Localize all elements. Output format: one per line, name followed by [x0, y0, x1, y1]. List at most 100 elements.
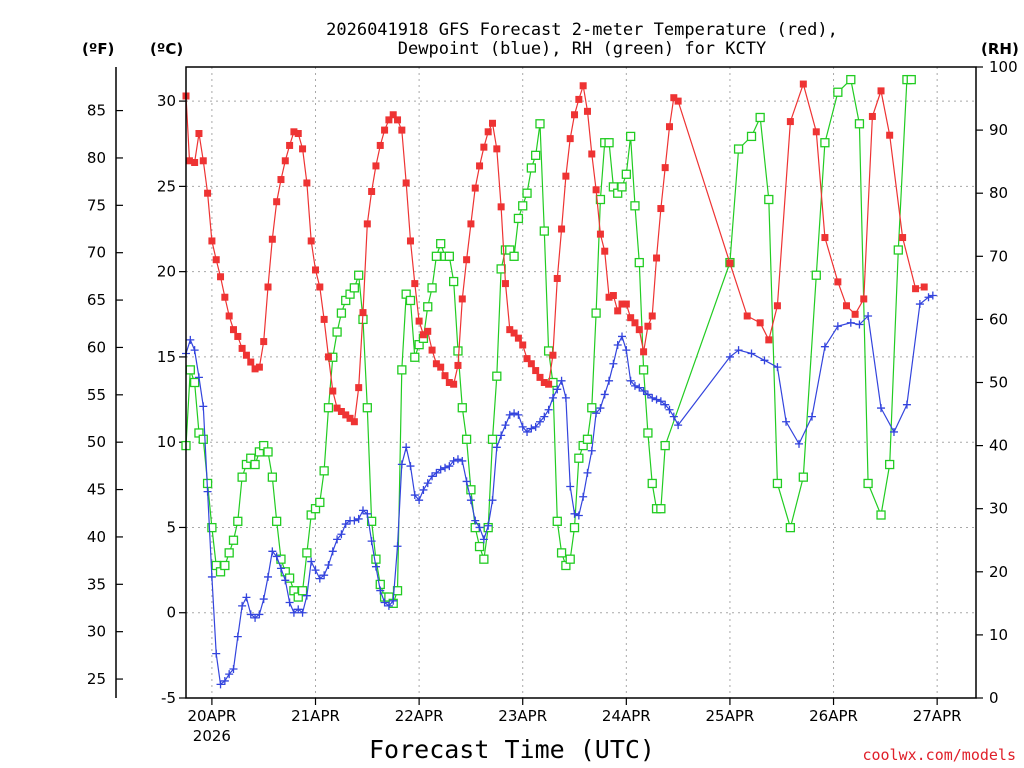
rh-point — [354, 270, 364, 280]
temperature-point — [540, 379, 548, 386]
x-tick-label: 25APR — [706, 707, 755, 725]
dewpoint-point — [272, 552, 281, 561]
temperature-point — [424, 327, 432, 335]
temperature-point — [273, 198, 281, 206]
temperature-point — [415, 317, 423, 325]
rh-point — [522, 188, 532, 198]
dewpoint-point — [462, 477, 471, 486]
dewpoint-point — [510, 409, 519, 418]
dewpoint-point — [397, 460, 406, 469]
temperature-point — [786, 118, 794, 126]
celsius-tick-label: 5 — [166, 518, 176, 536]
temperature-point — [454, 361, 462, 369]
x-axis-ticks: 20APR 2026 21APR 22APR 23APR 24APR 25APR 26APR 2… — [187, 698, 962, 745]
temperature-point — [299, 145, 307, 153]
temperature-point — [286, 141, 294, 149]
temperature-point — [545, 380, 553, 388]
dewpoint-point — [665, 405, 674, 414]
dewpoint-point — [423, 479, 432, 488]
temperature-point — [268, 235, 276, 243]
rh-point — [461, 434, 472, 444]
temperature-point — [303, 179, 311, 187]
dewpoint-point — [289, 608, 298, 617]
temperature-point — [437, 363, 445, 371]
temperature-point — [199, 157, 207, 165]
temperature-point — [842, 302, 850, 310]
rh-tick-label: 90 — [989, 121, 1008, 139]
rh-tick-label: 0 — [989, 689, 999, 707]
dewpoint-point — [501, 421, 510, 430]
temperature-point — [363, 220, 371, 228]
dewpoint-point — [600, 390, 609, 399]
rh-point — [518, 201, 528, 211]
dewpoint-point — [186, 335, 195, 344]
dewpoint-point — [298, 608, 307, 617]
rh-point — [574, 453, 584, 463]
rh-point — [272, 516, 282, 526]
dewpoint-point — [281, 576, 290, 585]
rh-point — [531, 150, 541, 160]
rh-point — [772, 478, 783, 489]
dewpoint-point — [544, 405, 553, 414]
dewpoint-point — [233, 632, 242, 641]
dewpoint-point — [574, 511, 583, 520]
rh-point — [811, 270, 821, 280]
dewpoint-point — [492, 443, 501, 452]
temperature-point — [912, 285, 920, 293]
temperature-point — [497, 203, 505, 211]
temperature-point — [812, 128, 820, 136]
temperature-point — [571, 111, 579, 119]
dewpoint-point — [320, 571, 329, 580]
temperature-point — [493, 145, 501, 153]
dewpoint-point — [238, 601, 247, 610]
rh-point — [785, 522, 796, 533]
rh-point — [410, 352, 420, 362]
temperature-point — [467, 220, 475, 228]
dewpoint-point — [639, 387, 648, 396]
rh-point — [591, 308, 601, 318]
temperature-point — [432, 360, 440, 368]
rh-point — [220, 560, 230, 571]
dewpoint-point — [630, 381, 639, 390]
dewpoint-point — [384, 601, 393, 610]
temperature-point — [549, 351, 557, 359]
series-layer — [181, 74, 937, 689]
rh-point — [228, 535, 239, 545]
rh-tick-label: 70 — [989, 247, 1008, 265]
dewpoint-point — [199, 402, 208, 411]
dewpoint-point — [518, 422, 527, 431]
dewpoint-point — [557, 376, 566, 385]
rh-point — [617, 182, 627, 192]
dewpoint-point — [592, 409, 601, 418]
dewpoint-point — [807, 412, 816, 421]
dewpoint-point — [190, 346, 199, 355]
x-tick-label: 24APR — [602, 707, 651, 725]
dewpoint-series — [182, 291, 937, 689]
rh-point — [397, 365, 407, 375]
dewpoint-point — [505, 410, 514, 419]
temperature-point — [346, 414, 354, 422]
rh-point — [323, 403, 334, 413]
temperature-point — [234, 332, 242, 340]
dewpoint-point — [782, 417, 791, 426]
temperature-point — [225, 312, 233, 320]
temperature-point — [536, 373, 544, 381]
temperature-point — [260, 338, 268, 346]
rh-point — [906, 74, 916, 85]
rh-point — [250, 459, 260, 470]
dewpoint-point — [669, 412, 678, 421]
fahrenheit-tick-label: 30 — [87, 623, 106, 641]
rh-point — [833, 87, 843, 97]
temperature-point — [368, 187, 376, 195]
rh-point — [569, 522, 580, 533]
fahrenheit-unit-label: (ºF) — [82, 40, 114, 58]
rh-point — [185, 365, 195, 375]
dewpoint-point — [220, 676, 229, 685]
rh-point — [660, 440, 670, 451]
rh-point — [539, 226, 549, 236]
dewpoint-point — [479, 535, 488, 544]
fahrenheit-tick-label: 60 — [87, 338, 106, 356]
rh-point — [474, 541, 485, 552]
dewpoint-point — [553, 385, 562, 394]
x-tick-label: 27APR — [913, 707, 962, 725]
